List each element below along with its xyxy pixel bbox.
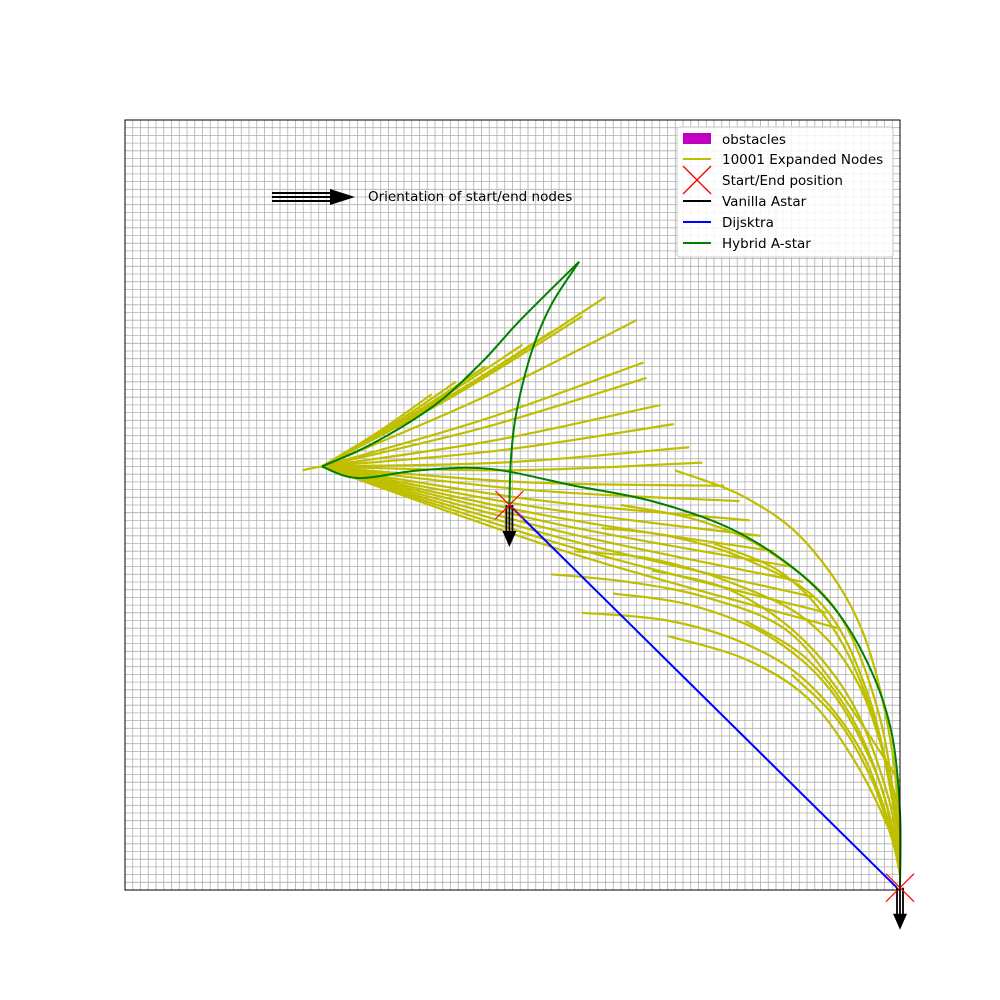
expanded-node-strand [790,673,898,852]
expanded-node-strand [651,569,902,868]
expanded-node-branch [321,446,690,468]
expanded-node-branch [321,465,804,584]
expanded-node-strand [601,527,902,829]
expanded-node-strand [582,611,898,845]
expanded-node-strand [713,542,902,845]
legend-start-end: Start/End position [682,165,843,195]
legend-label-obstacles: obstacles [722,132,786,148]
expanded-node-branch [321,403,661,468]
expanded-node-branch [321,465,774,553]
expanded-node-branch [302,465,323,472]
annotation-text: Orientation of start/end nodes [368,189,572,205]
series-hybrid-a-star [321,260,580,468]
legend-label-vanilla-astar: Vanilla Astar [722,194,807,210]
orientation-arrow-icon [893,887,907,930]
expanded-node-strand [551,573,901,783]
paths [321,260,902,889]
expanded-node-branch [321,465,740,503]
orientation-annotation: Orientation of start/end nodes [272,189,572,205]
legend-label-hybrid-astar: Hybrid A-star [722,236,811,252]
series-hybrid-a-star [321,465,902,888]
expanded-node-strand [674,469,902,867]
expanded-node-branch [321,465,791,568]
legend-obstacles: obstacles [683,132,786,148]
expanded-node-branch [321,423,674,468]
expanded-node-branch [321,296,607,468]
legend-expanded-nodes: 10001 Expanded Nodes [683,152,883,168]
orientation-arrow-icon [502,505,517,547]
legend-dijkstra: Dijsktra [683,215,774,231]
start-marker [494,490,524,547]
plot-frame [124,119,901,891]
legend-label-start-end: Start/End position [722,173,843,189]
start-end-markers [494,490,915,930]
legend-label-expanded-nodes: 10001 Expanded Nodes [722,152,883,168]
expanded-node-branch [321,465,827,614]
expanded-node-branch [321,465,839,630]
legend-hybrid-astar: Hybrid A-star [683,236,811,252]
expanded-node-strand [574,550,902,814]
series-dijsktra [508,504,898,889]
legend-vanilla-astar: Vanilla Astar [683,194,807,210]
expanded-node-branch [321,465,725,487]
expanded-node-branch [321,361,644,468]
x-marker [494,490,524,520]
legend: obstacles 10001 Expanded Nodes Start/End… [676,126,894,258]
expanded-node-branch [321,376,647,468]
expanded-node-strand [744,619,902,875]
orientation-arrow-icon [272,189,355,205]
expanded-nodes [302,296,902,875]
expanded-node-branch [321,461,703,472]
legend-label-dijkstra: Dijsktra [722,215,774,231]
expanded-node-branch [321,465,816,599]
series-hybrid-a-star [508,261,580,506]
